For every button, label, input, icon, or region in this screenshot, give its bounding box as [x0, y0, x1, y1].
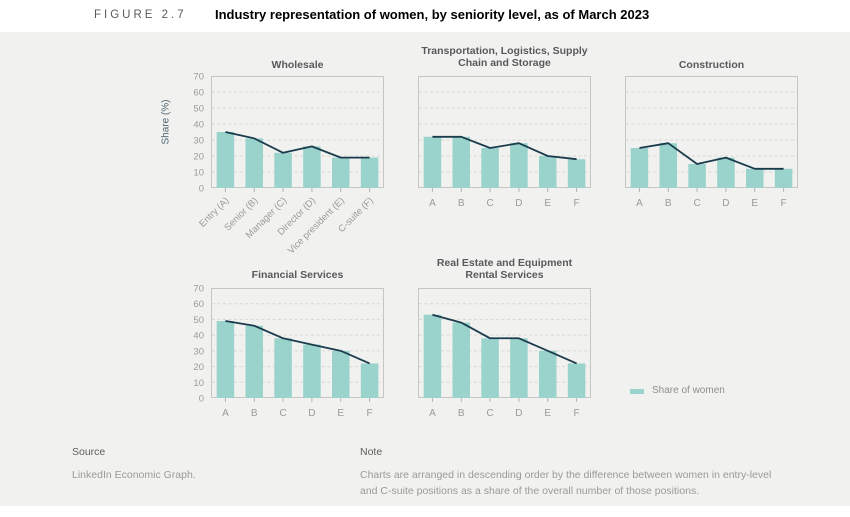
bar: [423, 136, 442, 188]
x-tick-label: B: [458, 408, 465, 419]
x-tick-label: D: [722, 198, 729, 209]
source-text: LinkedIn Economic Graph.: [72, 469, 196, 481]
bar: [360, 157, 379, 188]
trend-line: [639, 142, 784, 170]
bar: [539, 156, 557, 188]
plot-border: [418, 288, 591, 398]
plot-border: [211, 76, 384, 188]
bar: [659, 143, 677, 188]
x-tick-label: C: [693, 198, 700, 209]
trend-line: [432, 135, 577, 161]
x-tick-label: D: [308, 408, 315, 419]
bar: [510, 143, 528, 188]
x-tick-label: A: [429, 408, 436, 419]
bar: [360, 363, 379, 398]
bar: [303, 344, 321, 398]
bar: [481, 148, 499, 188]
bar: [332, 157, 350, 188]
bar: [216, 132, 235, 188]
bar: [510, 338, 528, 398]
figure-number: FIGURE 2.7: [94, 9, 187, 21]
y-tick-label: 70: [193, 72, 204, 83]
bar: [688, 164, 706, 188]
y-tick-label: 20: [193, 362, 204, 373]
bar: [216, 321, 235, 398]
bar: [717, 157, 735, 188]
x-tick-label: C: [486, 198, 493, 209]
trend-line: [225, 131, 370, 159]
y-tick-label: 70: [193, 284, 204, 295]
x-tick-label: A: [222, 408, 229, 419]
y-tick-label: 60: [193, 88, 204, 99]
y-tick-label: 40: [193, 331, 204, 342]
bar: [630, 148, 649, 188]
chart-panel: [0, 32, 850, 506]
bar: [274, 152, 292, 188]
y-tick-label: 0: [199, 394, 204, 405]
plot-border: [625, 76, 798, 188]
bar: [539, 350, 557, 398]
plot-border: [211, 288, 384, 398]
chart-title-financial: Financial Services: [251, 269, 344, 281]
x-tick-label: F: [574, 408, 580, 419]
y-tick-label: 10: [193, 168, 204, 179]
x-tick-label: E: [544, 408, 551, 419]
bar: [567, 159, 586, 188]
chart-title-wholesale: Wholesale: [271, 59, 324, 71]
note-text: Charts are arranged in descending order …: [360, 469, 772, 497]
y-tick-label: 40: [193, 120, 204, 131]
note-heading: Note: [360, 446, 383, 458]
bar: [274, 338, 292, 398]
x-tick-label: E: [337, 408, 344, 419]
figure-title: Industry representation of women, by sen…: [215, 7, 650, 22]
trend-line: [225, 320, 370, 365]
x-tick-label: C: [279, 408, 286, 419]
legend: Share of women: [630, 385, 725, 396]
x-tick-label: E: [544, 198, 551, 209]
x-tick-label: E: [751, 198, 758, 209]
legend-label: Share of women: [652, 385, 725, 396]
y-tick-label: 30: [193, 136, 204, 147]
bar: [774, 168, 793, 188]
bar: [746, 168, 764, 188]
x-tick-label: F: [574, 198, 580, 209]
chart-title-transportation: Transportation, Logistics, Supply Chain …: [421, 45, 588, 69]
bar: [452, 136, 470, 188]
bar: [567, 363, 586, 398]
bar: [245, 138, 263, 188]
x-tick-label: D: [515, 408, 522, 419]
y-tick-label: 0: [199, 184, 204, 195]
y-tick-label: 30: [193, 346, 204, 357]
x-tick-label: D: [515, 198, 522, 209]
chart-title-real-estate: Real Estate and Equipment Rental Service…: [436, 257, 573, 281]
x-tick-label: C: [486, 408, 493, 419]
y-tick-label: 60: [193, 299, 204, 310]
bar: [245, 325, 263, 398]
bar: [481, 338, 499, 398]
x-tick-label: B: [665, 198, 672, 209]
chart-title-construction: Construction: [678, 59, 745, 71]
x-tick-label: A: [429, 198, 436, 209]
bar: [303, 146, 321, 188]
y-tick-label: 50: [193, 104, 204, 115]
legend-swatch-share-of-women: [630, 389, 644, 394]
x-tick-label: A: [636, 198, 643, 209]
y-tick-label: 50: [193, 315, 204, 326]
bar: [452, 322, 470, 398]
x-tick-label: B: [251, 408, 258, 419]
x-tick-label: B: [458, 198, 465, 209]
bar: [423, 314, 442, 398]
plot-border: [418, 76, 591, 188]
y-tick-label: 20: [193, 152, 204, 163]
source-heading: Source: [72, 446, 106, 458]
y-tick-label: 10: [193, 378, 204, 389]
x-tick-label: F: [367, 408, 373, 419]
trend-line: [432, 313, 577, 365]
bar: [332, 350, 350, 398]
x-tick-label: F: [781, 198, 787, 209]
